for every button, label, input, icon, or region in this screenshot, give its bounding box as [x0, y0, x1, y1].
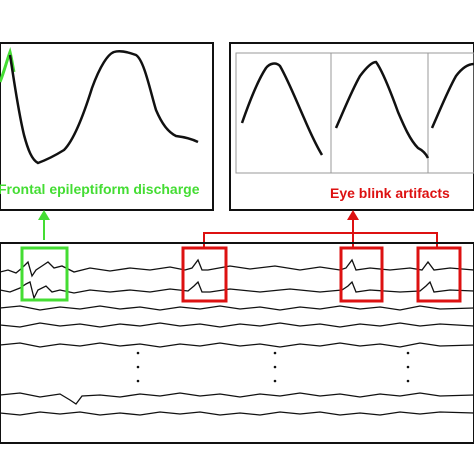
eeg-trace-5 [0, 342, 474, 348]
red-connector [203, 232, 438, 247]
frontal-label: Frontal epileptiform discharge [0, 181, 200, 197]
blink-zoom-waveform-3 [430, 62, 474, 129]
eeg-panel [0, 242, 474, 444]
eeg-trace-4 [0, 322, 474, 328]
blink-zoom-waveform-1 [240, 62, 324, 156]
red-arrowhead [347, 210, 359, 220]
eeg-trace-6 [0, 392, 474, 405]
blink-zoom-waveform-2 [334, 60, 430, 159]
blink-zoom-inner [235, 52, 474, 174]
blink-zoom-panel [229, 42, 474, 211]
omitted-channels-dots [136, 351, 410, 383]
red-highlight-box-1 [181, 246, 228, 303]
frontal-zoom-panel [0, 42, 214, 211]
eeg-traces [0, 258, 474, 416]
eeg-trace-1 [0, 258, 474, 278]
green-arrowhead [38, 210, 50, 220]
red-highlight-box-2 [339, 246, 384, 303]
red-highlight-box-3 [416, 246, 462, 303]
green-highlight-box [20, 246, 69, 302]
eeg-trace-7 [0, 411, 474, 416]
eeg-trace-3 [0, 305, 474, 311]
blink-label: Eye blink artifacts [330, 185, 450, 201]
frontal-zoom-waveform [8, 49, 199, 165]
eeg-trace-2 [0, 280, 474, 300]
